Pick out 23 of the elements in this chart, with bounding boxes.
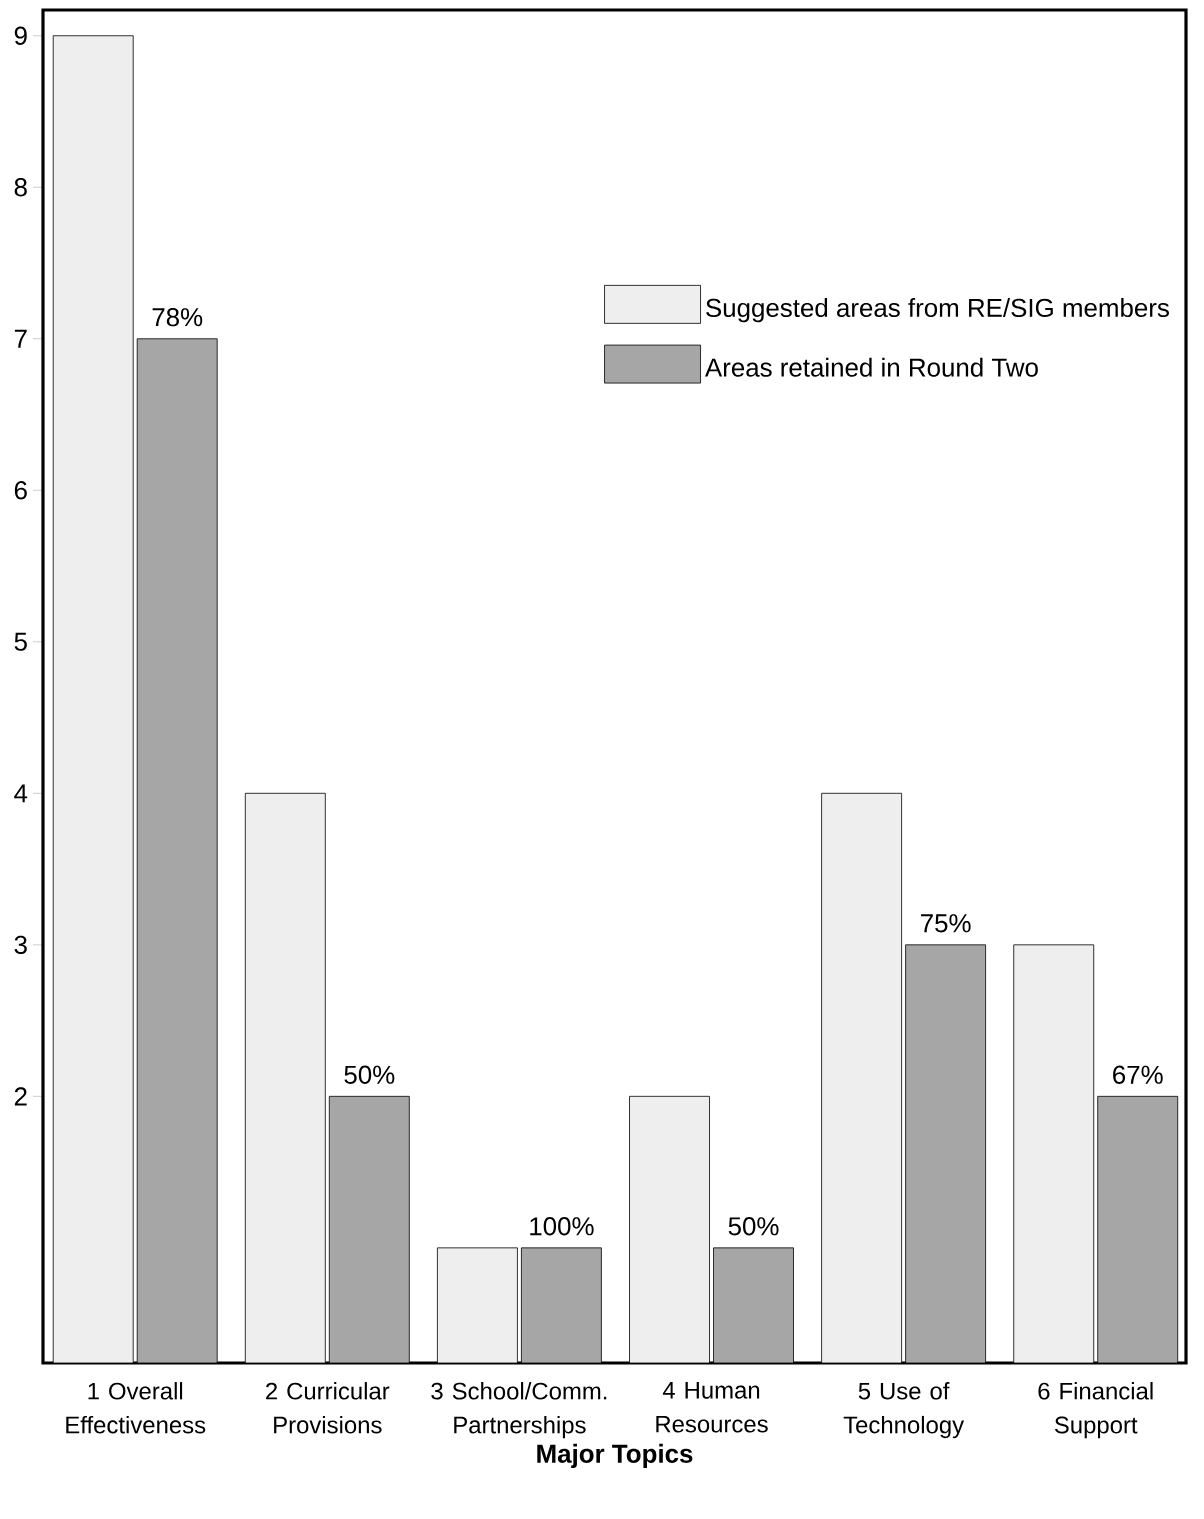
legend-label: Suggested areas from RE/SIG members [705,298,1169,323]
x-tick-label: 4 Human Resources [656,1382,768,1433]
x-tick-label: 1 Overall Effectiveness [66,1382,206,1434]
y-tick-label: 9 [14,26,27,45]
y-tick-label: 4 [13,784,28,803]
x-tick-label: 2 Curricular Provisions [265,1382,390,1434]
annotation: 67% [1112,1065,1163,1084]
y-tick-label: 3 [14,935,27,954]
y-tick-label: 5 [14,632,27,651]
x-tick-label: 5 Use of Technology [843,1382,964,1439]
x-tick-label: 3 School/Comm. Partnerships [431,1382,607,1439]
x-axis-title: Major Topics [537,1443,693,1468]
annotation: 75% [920,914,971,933]
annotation: 50% [344,1065,395,1084]
annotation: 100% [530,1217,594,1236]
y-tick-label: 6 [14,481,27,500]
annotation: 50% [728,1217,779,1236]
legend-label: Areas retained in Round Two [704,357,1038,377]
y-tick-label: 2 [14,1087,27,1106]
annotation: 78% [152,308,203,327]
y-tick-label: 8 [14,178,27,197]
y-tick-label: 7 [14,329,27,348]
x-tick-label: 6 Financial Support [1038,1382,1153,1439]
